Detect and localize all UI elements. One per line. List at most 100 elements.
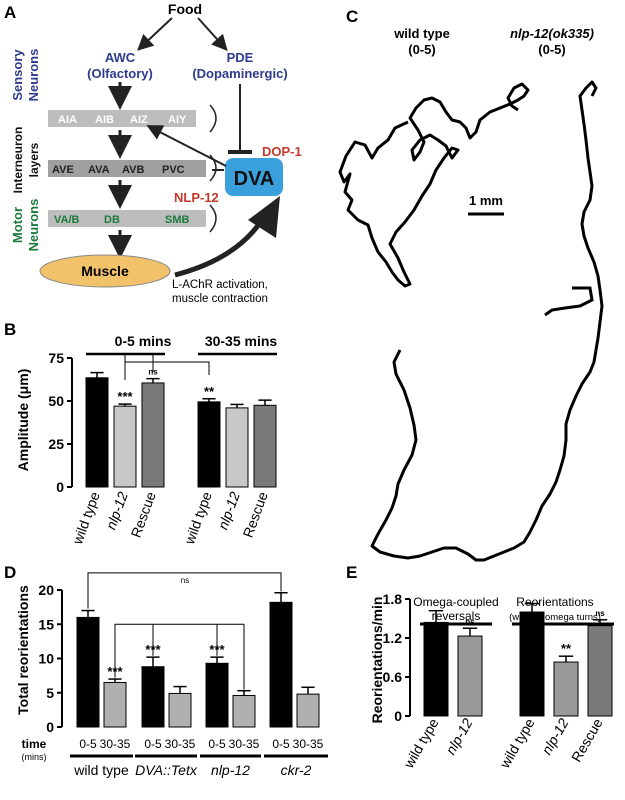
x-tick-label: Rescue (240, 489, 271, 539)
y-tick-label: 75 (48, 350, 64, 366)
bar (587, 625, 613, 717)
panel-c: C wild type (0-5) nlp-12(ok335) (0-5) 1 … (338, 7, 604, 562)
bar (225, 407, 249, 488)
bar (253, 404, 277, 488)
mut-track (370, 80, 604, 562)
mut-label: nlp-12(ok335) (510, 26, 594, 41)
panel-e-letter: E (346, 563, 357, 582)
wt-label: wild type (393, 26, 450, 41)
lachr-label-1: L-AChR activation, (172, 279, 268, 291)
y-tick-label: 0.6 (383, 669, 403, 685)
x-tick-label: nlp-12 (102, 489, 130, 531)
time-tick: 30-35 (100, 737, 131, 751)
motor-bar (48, 210, 206, 227)
x-tick-label: wild type (181, 489, 215, 547)
bar (457, 635, 483, 717)
time-tick: 0-5 (208, 737, 226, 751)
y-tick-label: 5 (46, 685, 54, 701)
group-label: DVA::Tetx (135, 762, 198, 778)
time-label: time (22, 737, 47, 751)
e-ylabel: Reorientations/min (369, 597, 385, 724)
bar (197, 401, 221, 488)
significance-label: *** (117, 389, 133, 404)
bar (141, 666, 165, 728)
time-tick: 0-5 (272, 737, 290, 751)
x-tick-label: Rescue (128, 489, 159, 539)
bar (76, 616, 100, 728)
y-tick-label: 15 (38, 616, 54, 632)
y-tick-label: 0 (46, 719, 54, 735)
significance-label: ns (595, 609, 605, 618)
motor-neuron-0: VA/B (54, 214, 80, 226)
b-ylabel: Amplitude (μm) (15, 369, 31, 472)
motor-neuron-1: DB (104, 214, 120, 226)
x-tick-label: nlp-12 (538, 715, 571, 757)
bar (269, 601, 293, 728)
sensory-label-1: Sensory (10, 49, 25, 101)
time-tick: 30-35 (165, 737, 196, 751)
wt-sub: (0-5) (408, 42, 435, 57)
significance-label: ** (561, 641, 572, 656)
group-title: Omega-coupled (413, 595, 498, 609)
panel-b: B Amplitude (μm) 0 25 50 75 *** ns ** 0-5 mins 3… (4, 320, 277, 547)
awc-sub: (Olfactory) (87, 66, 153, 81)
interneuron-l2-2: AVB (122, 164, 144, 176)
y-tick-label: 0 (56, 479, 64, 495)
bar (113, 405, 137, 488)
interneuron-bar-1 (48, 110, 196, 127)
interneuron-l2-1: AVA (88, 164, 110, 176)
group-title-2: (without omega turns) (509, 612, 601, 623)
bar (519, 611, 545, 717)
bar (141, 382, 165, 488)
interneuron-l2-3: PVC (162, 164, 185, 176)
bar (553, 661, 579, 717)
muscle-node (39, 254, 171, 288)
pde-label: PDE (227, 50, 254, 65)
d-ylabel: Total reorientations (15, 585, 31, 715)
mut-sub: (0-5) (538, 42, 565, 57)
motor-neuron-2: SMB (165, 214, 190, 226)
x-tick-label: nlp-12 (442, 715, 475, 757)
inter-label-2: layers (27, 142, 41, 177)
x-tick-label: nlp-12 (214, 489, 242, 531)
awc-label: AWC (105, 50, 136, 65)
panel-a: A Food AWC (Olfactory) PDE (Dopaminergic… (4, 1, 302, 305)
group-label: wild type (73, 762, 129, 778)
x-tick-label: wild type (496, 715, 538, 771)
panel-c-letter: C (346, 7, 358, 26)
inter-label-1: Interneuron (11, 127, 25, 194)
bar (205, 662, 229, 728)
dva-node (225, 158, 283, 196)
x-tick-label: wild type (69, 489, 103, 547)
interneuron-bar-2 (48, 160, 206, 177)
group-title-2: reversals (432, 609, 481, 623)
y-tick-label: 50 (48, 393, 64, 409)
x-tick-label: wild type (400, 715, 442, 771)
y-tick-label: 1.2 (383, 630, 403, 646)
significance-label: ns (465, 617, 475, 626)
bar (168, 692, 192, 728)
muscle-label: Muscle (81, 263, 129, 279)
y-tick-label: 0 (394, 708, 402, 724)
time-unit: (mins) (22, 752, 47, 762)
interneuron-l2-0: AVE (52, 164, 74, 176)
group-title: Reorientations (516, 595, 593, 609)
food-label: Food (168, 1, 202, 17)
interneuron-1: AIB (95, 114, 114, 126)
panel-e: E Reorientations/min 0 0.6 1.2 1.8 ns ** ns Ome… (346, 563, 614, 772)
x-tick-label: Rescue (568, 715, 606, 764)
bar (103, 681, 127, 728)
y-tick-label: 1.8 (383, 591, 403, 607)
time-tick: 0-5 (79, 737, 97, 751)
significance-label: ** (204, 384, 215, 399)
y-tick-label: 20 (38, 582, 54, 598)
interneuron-0: AIA (58, 114, 77, 126)
y-tick-label: 10 (38, 651, 54, 667)
group-label: ckr-2 (281, 762, 312, 778)
sensory-label-2: Neurons (26, 49, 41, 102)
pde-sub: (Dopaminergic) (192, 66, 287, 81)
bar (232, 694, 256, 728)
interneuron-3: AIY (168, 114, 187, 126)
